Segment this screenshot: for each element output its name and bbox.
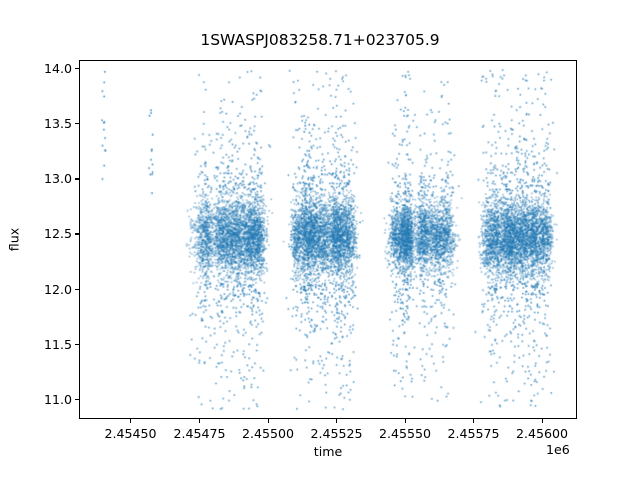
y-tick-label-wrapper: 13.0 [0, 172, 72, 185]
x-tick-label-wrapper: 2.45450 [86, 426, 176, 441]
plot-axes [79, 60, 577, 419]
y-axis-label: flux [6, 227, 22, 252]
x-tick-mark [404, 419, 406, 423]
x-axis-offset-text: 1e6 [546, 442, 570, 457]
x-tick-label: 2.45525 [310, 426, 363, 441]
x-tick-label-wrapper: 2.45475 [155, 426, 245, 441]
y-tick-mark [75, 178, 79, 180]
x-tick-mark [130, 419, 132, 423]
y-tick-mark [75, 288, 79, 290]
y-tick-mark [75, 233, 79, 235]
x-axis-label: time [313, 444, 343, 459]
x-tick-label: 2.45550 [378, 426, 432, 441]
scatter-plot-canvas [80, 61, 576, 418]
y-tick-label: 14.0 [43, 61, 72, 77]
x-tick-label: 2.45450 [104, 426, 157, 441]
y-tick-label: 12.0 [43, 281, 72, 297]
x-tick-label: 2.45575 [447, 426, 500, 441]
x-tick-mark [336, 419, 338, 423]
x-tick-label-wrapper: 2.45525 [292, 426, 382, 441]
y-tick-mark [75, 343, 79, 345]
y-tick-label-wrapper: 12.5 [0, 227, 72, 240]
page-title: 1SWASPJ083258.71+023705.9 [200, 31, 440, 49]
y-tick-mark [75, 123, 79, 125]
y-tick-label: 13.0 [43, 171, 72, 187]
y-tick-label: 13.5 [43, 116, 72, 132]
x-tick-label-wrapper: 2.45550 [360, 426, 450, 441]
x-tick-mark [541, 419, 543, 423]
y-tick-label: 11.0 [43, 391, 72, 407]
y-tick-mark [75, 68, 79, 70]
x-tick-mark [473, 419, 475, 423]
y-tick-label-wrapper: 12.0 [0, 283, 72, 296]
y-tick-label: 12.5 [43, 226, 72, 242]
x-tick-mark [199, 419, 201, 423]
y-tick-label-wrapper: 13.5 [0, 117, 72, 130]
x-tick-label: 2.45500 [241, 426, 295, 441]
x-tick-label-wrapper: 2.45575 [429, 426, 519, 441]
y-tick-label-wrapper: 11.0 [0, 393, 72, 406]
x-tick-mark [267, 419, 269, 423]
x-tick-label: 2.45600 [515, 426, 569, 441]
x-tick-label-wrapper: 2.45500 [223, 426, 313, 441]
y-tick-mark [75, 398, 79, 400]
y-tick-label-wrapper: 14.0 [0, 62, 72, 75]
x-tick-label: 2.45475 [173, 426, 226, 441]
y-tick-label: 11.5 [43, 336, 72, 352]
x-tick-label-wrapper: 2.45600 [497, 426, 587, 441]
y-tick-label-wrapper: 11.5 [0, 338, 72, 351]
y-axis-label-wrapper: flux [0, 0, 22, 480]
